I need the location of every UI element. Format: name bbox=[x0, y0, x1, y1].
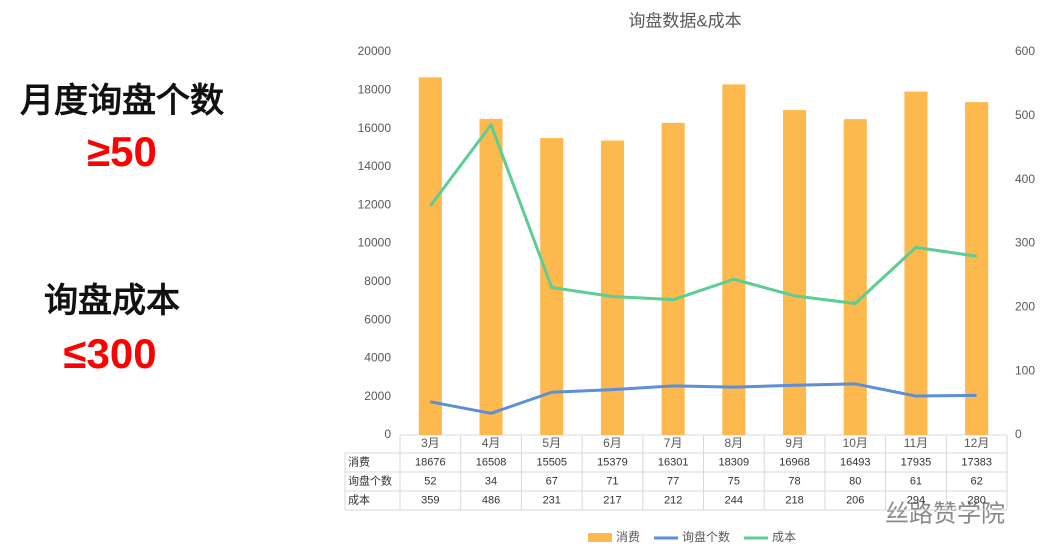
y2-tick-label: 400 bbox=[1015, 172, 1035, 186]
y2-tick-label: 600 bbox=[1015, 44, 1035, 58]
legend-swatch bbox=[588, 533, 612, 542]
table-cell: 280 bbox=[967, 494, 985, 506]
x-tick-label: 12月 bbox=[964, 436, 989, 450]
y-tick-label: 8000 bbox=[364, 274, 391, 288]
x-tick-label: 8月 bbox=[725, 436, 744, 450]
y2-tick-label: 200 bbox=[1015, 300, 1035, 314]
chart-title: 询盘数据&成本 bbox=[628, 11, 741, 30]
x-tick-label: 10月 bbox=[843, 436, 868, 450]
table-cell: 62 bbox=[971, 475, 983, 487]
table-row-label: 询盘个数 bbox=[348, 473, 392, 487]
table-cell: 206 bbox=[846, 494, 864, 506]
bar bbox=[722, 84, 746, 435]
y-tick-label: 20000 bbox=[358, 44, 392, 58]
table-cell: 67 bbox=[546, 475, 558, 487]
table-cell: 18309 bbox=[719, 456, 750, 468]
table-cell: 34 bbox=[485, 475, 497, 487]
bar bbox=[904, 91, 928, 436]
bar bbox=[600, 140, 624, 435]
y-tick-label: 10000 bbox=[358, 236, 392, 250]
y2-tick-label: 300 bbox=[1015, 236, 1035, 250]
table-cell: 15505 bbox=[536, 456, 567, 468]
table-cell: 18676 bbox=[415, 456, 446, 468]
table-cell: 217 bbox=[603, 494, 621, 506]
y-tick-label: 0 bbox=[384, 427, 391, 441]
table-cell: 17383 bbox=[961, 456, 992, 468]
table-cell: 244 bbox=[725, 494, 743, 506]
table-cell: 15379 bbox=[597, 456, 628, 468]
table-cell: 77 bbox=[667, 475, 679, 487]
table-cell: 16968 bbox=[779, 456, 810, 468]
table-cell: 17935 bbox=[901, 456, 932, 468]
bar bbox=[661, 122, 685, 436]
legend-label: 消费 bbox=[616, 530, 640, 544]
table-cell: 359 bbox=[421, 494, 439, 506]
table-cell: 80 bbox=[849, 475, 861, 487]
x-tick-label: 9月 bbox=[785, 436, 804, 450]
bar bbox=[843, 119, 867, 435]
annotation: ≤300 bbox=[63, 330, 156, 377]
watermark: 丝路赞学院 bbox=[885, 500, 1005, 527]
annotation: 月度询盘个数 bbox=[20, 82, 224, 120]
x-tick-label: 11月 bbox=[904, 436, 928, 450]
table-cell: 16493 bbox=[840, 456, 871, 468]
table-cell: 75 bbox=[728, 475, 740, 487]
bar bbox=[965, 102, 989, 436]
table-cell: 16508 bbox=[476, 456, 507, 468]
x-tick-label: 6月 bbox=[603, 436, 622, 450]
legend-label: 询盘个数 bbox=[682, 529, 730, 544]
y-tick-label: 6000 bbox=[364, 312, 391, 326]
table-row-label: 消费 bbox=[348, 454, 370, 468]
y-tick-label: 4000 bbox=[364, 351, 391, 365]
x-tick-label: 3月 bbox=[421, 436, 440, 450]
bar bbox=[418, 77, 442, 435]
line bbox=[429, 123, 977, 306]
x-tick-label: 4月 bbox=[482, 436, 501, 450]
y-tick-label: 2000 bbox=[364, 389, 391, 403]
line bbox=[430, 382, 977, 415]
table-cell: 71 bbox=[606, 475, 618, 487]
y2-tick-label: 500 bbox=[1015, 108, 1035, 122]
bar bbox=[479, 118, 503, 436]
bar bbox=[783, 110, 807, 435]
y-tick-label: 18000 bbox=[358, 82, 392, 96]
y-tick-label: 12000 bbox=[358, 197, 392, 211]
x-tick-label: 7月 bbox=[664, 436, 683, 450]
table-cell: 52 bbox=[424, 475, 436, 487]
annotation: 询盘成本 bbox=[44, 282, 180, 320]
table-cell: 212 bbox=[664, 494, 682, 506]
table-row-label: 成本 bbox=[348, 492, 370, 506]
y-tick-label: 16000 bbox=[358, 121, 392, 135]
table-cell: 78 bbox=[788, 475, 800, 487]
legend-label: 成本 bbox=[772, 530, 796, 544]
y-tick-label: 14000 bbox=[358, 159, 392, 173]
table-cell: 61 bbox=[910, 475, 922, 487]
table-cell: 231 bbox=[543, 494, 561, 506]
x-tick-label: 5月 bbox=[542, 436, 561, 450]
table-cell: 16301 bbox=[658, 456, 689, 468]
table-cell: 294 bbox=[907, 494, 925, 506]
y2-tick-label: 0 bbox=[1015, 427, 1022, 441]
annotation: ≥50 bbox=[87, 128, 157, 175]
y2-tick-label: 100 bbox=[1015, 363, 1035, 377]
table-cell: 218 bbox=[785, 494, 803, 506]
table-cell: 486 bbox=[482, 494, 500, 506]
